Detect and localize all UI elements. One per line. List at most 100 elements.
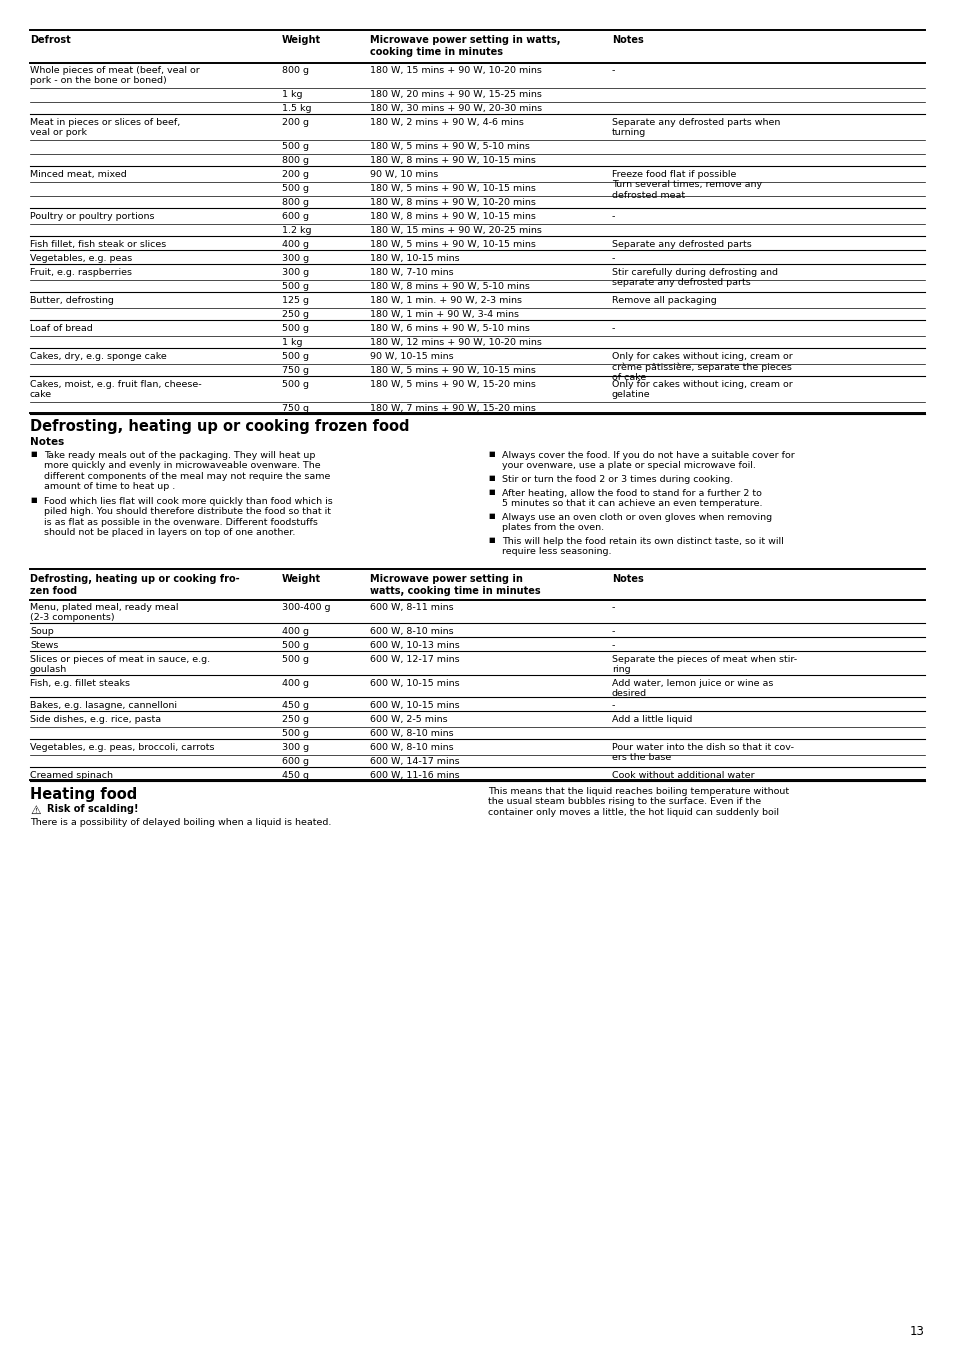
Text: Add water, lemon juice or wine as
desired: Add water, lemon juice or wine as desire… — [612, 679, 773, 698]
Text: 125 g: 125 g — [282, 296, 309, 305]
Text: This will help the food retain its own distinct taste, so it will
require less s: This will help the food retain its own d… — [501, 537, 783, 556]
Text: 500 g: 500 g — [282, 184, 309, 193]
Text: ■: ■ — [488, 451, 494, 458]
Text: 180 W, 6 mins + 90 W, 5-10 mins: 180 W, 6 mins + 90 W, 5-10 mins — [370, 324, 529, 333]
Text: There is a possibility of delayed boiling when a liquid is heated.: There is a possibility of delayed boilin… — [30, 818, 331, 828]
Text: ■: ■ — [488, 537, 494, 543]
Text: 200 g: 200 g — [282, 170, 309, 180]
Text: Slices or pieces of meat in sauce, e.g.
goulash: Slices or pieces of meat in sauce, e.g. … — [30, 655, 210, 675]
Text: Pour water into the dish so that it cov-
ers the base: Pour water into the dish so that it cov-… — [612, 743, 793, 763]
Text: Freeze food flat if possible
Turn several times, remove any
defrosted meat: Freeze food flat if possible Turn severa… — [612, 170, 761, 200]
Text: 500 g: 500 g — [282, 142, 309, 151]
Text: 90 W, 10 mins: 90 W, 10 mins — [370, 170, 437, 180]
Text: Food which lies flat will cook more quickly than food which is
piled high. You s: Food which lies flat will cook more quic… — [44, 497, 333, 537]
Text: Remove all packaging: Remove all packaging — [612, 296, 716, 305]
Text: 180 W, 8 mins + 90 W, 10-15 mins: 180 W, 8 mins + 90 W, 10-15 mins — [370, 212, 536, 221]
Text: 180 W, 8 mins + 90 W, 10-15 mins: 180 W, 8 mins + 90 W, 10-15 mins — [370, 157, 536, 165]
Text: 250 g: 250 g — [282, 716, 309, 724]
Text: Separate any defrosted parts when
turning: Separate any defrosted parts when turnin… — [612, 117, 780, 138]
Text: Notes: Notes — [612, 35, 643, 45]
Text: 1.5 kg: 1.5 kg — [282, 104, 312, 113]
Text: 500 g: 500 g — [282, 324, 309, 333]
Text: Microwave power setting in
watts, cooking time in minutes: Microwave power setting in watts, cookin… — [370, 574, 540, 595]
Text: -: - — [612, 254, 615, 263]
Text: 500 g: 500 g — [282, 641, 309, 649]
Text: Defrosting, heating up or cooking fro-
zen food: Defrosting, heating up or cooking fro- z… — [30, 574, 239, 595]
Text: 1.2 kg: 1.2 kg — [282, 225, 312, 235]
Text: 400 g: 400 g — [282, 240, 309, 248]
Text: Always use an oven cloth or oven gloves when removing
plates from the oven.: Always use an oven cloth or oven gloves … — [501, 513, 771, 532]
Text: 90 W, 10-15 mins: 90 W, 10-15 mins — [370, 352, 453, 360]
Text: 600 g: 600 g — [282, 212, 309, 221]
Text: Fish, e.g. fillet steaks: Fish, e.g. fillet steaks — [30, 679, 130, 688]
Text: 180 W, 5 mins + 90 W, 15-20 mins: 180 W, 5 mins + 90 W, 15-20 mins — [370, 379, 536, 389]
Text: 180 W, 8 mins + 90 W, 5-10 mins: 180 W, 8 mins + 90 W, 5-10 mins — [370, 282, 529, 292]
Text: 800 g: 800 g — [282, 198, 309, 207]
Text: Notes: Notes — [30, 437, 64, 447]
Text: Always cover the food. If you do not have a suitable cover for
your ovenware, us: Always cover the food. If you do not hav… — [501, 451, 794, 470]
Text: Vegetables, e.g. peas: Vegetables, e.g. peas — [30, 254, 132, 263]
Text: 180 W, 5 mins + 90 W, 10-15 mins: 180 W, 5 mins + 90 W, 10-15 mins — [370, 240, 536, 248]
Text: 500 g: 500 g — [282, 352, 309, 360]
Text: 300 g: 300 g — [282, 743, 309, 752]
Text: Bakes, e.g. lasagne, cannelloni: Bakes, e.g. lasagne, cannelloni — [30, 701, 177, 710]
Text: 300-400 g: 300-400 g — [282, 603, 330, 612]
Text: -: - — [612, 212, 615, 221]
Text: 750 g: 750 g — [282, 366, 309, 375]
Text: 200 g: 200 g — [282, 117, 309, 127]
Text: Add a little liquid: Add a little liquid — [612, 716, 692, 724]
Text: Weight: Weight — [282, 35, 321, 45]
Text: 180 W, 8 mins + 90 W, 10-20 mins: 180 W, 8 mins + 90 W, 10-20 mins — [370, 198, 536, 207]
Text: 180 W, 20 mins + 90 W, 15-25 mins: 180 W, 20 mins + 90 W, 15-25 mins — [370, 90, 541, 99]
Text: 1 kg: 1 kg — [282, 338, 302, 347]
Text: 450 g: 450 g — [282, 701, 309, 710]
Text: Take ready meals out of the packaging. They will heat up
more quickly and evenly: Take ready meals out of the packaging. T… — [44, 451, 330, 491]
Text: 600 W, 12-17 mins: 600 W, 12-17 mins — [370, 655, 459, 664]
Text: Side dishes, e.g. rice, pasta: Side dishes, e.g. rice, pasta — [30, 716, 161, 724]
Text: 180 W, 12 mins + 90 W, 10-20 mins: 180 W, 12 mins + 90 W, 10-20 mins — [370, 338, 541, 347]
Text: 400 g: 400 g — [282, 679, 309, 688]
Text: 800 g: 800 g — [282, 157, 309, 165]
Text: Fruit, e.g. raspberries: Fruit, e.g. raspberries — [30, 269, 132, 277]
Text: 500 g: 500 g — [282, 729, 309, 738]
Text: -: - — [612, 626, 615, 636]
Text: Vegetables, e.g. peas, broccoli, carrots: Vegetables, e.g. peas, broccoli, carrots — [30, 743, 214, 752]
Text: 180 W, 5 mins + 90 W, 10-15 mins: 180 W, 5 mins + 90 W, 10-15 mins — [370, 366, 536, 375]
Text: 250 g: 250 g — [282, 310, 309, 319]
Text: 180 W, 10-15 mins: 180 W, 10-15 mins — [370, 254, 459, 263]
Text: Poultry or poultry portions: Poultry or poultry portions — [30, 212, 154, 221]
Text: Whole pieces of meat (beef, veal or
pork - on the bone or boned): Whole pieces of meat (beef, veal or pork… — [30, 66, 199, 85]
Text: 180 W, 1 min. + 90 W, 2-3 mins: 180 W, 1 min. + 90 W, 2-3 mins — [370, 296, 521, 305]
Text: 300 g: 300 g — [282, 254, 309, 263]
Text: After heating, allow the food to stand for a further 2 to
5 minutes so that it c: After heating, allow the food to stand f… — [501, 489, 761, 509]
Text: 180 W, 7 mins + 90 W, 15-20 mins: 180 W, 7 mins + 90 W, 15-20 mins — [370, 404, 536, 413]
Text: 600 W, 8-11 mins: 600 W, 8-11 mins — [370, 603, 453, 612]
Text: Stir carefully during defrosting and
separate any defrosted parts: Stir carefully during defrosting and sep… — [612, 269, 778, 288]
Text: 600 W, 10-15 mins: 600 W, 10-15 mins — [370, 701, 459, 710]
Text: 400 g: 400 g — [282, 626, 309, 636]
Text: 800 g: 800 g — [282, 66, 309, 76]
Text: 300 g: 300 g — [282, 269, 309, 277]
Text: 180 W, 5 mins + 90 W, 10-15 mins: 180 W, 5 mins + 90 W, 10-15 mins — [370, 184, 536, 193]
Text: ■: ■ — [488, 489, 494, 495]
Text: 600 W, 8-10 mins: 600 W, 8-10 mins — [370, 626, 453, 636]
Text: Minced meat, mixed: Minced meat, mixed — [30, 170, 127, 180]
Text: 13: 13 — [909, 1324, 924, 1338]
Text: -: - — [612, 603, 615, 612]
Text: 180 W, 30 mins + 90 W, 20-30 mins: 180 W, 30 mins + 90 W, 20-30 mins — [370, 104, 541, 113]
Text: 600 W, 11-16 mins: 600 W, 11-16 mins — [370, 771, 459, 780]
Text: Meat in pieces or slices of beef,
veal or pork: Meat in pieces or slices of beef, veal o… — [30, 117, 180, 138]
Text: Cook without additional water: Cook without additional water — [612, 771, 754, 780]
Text: Cakes, moist, e.g. fruit flan, cheese-
cake: Cakes, moist, e.g. fruit flan, cheese- c… — [30, 379, 201, 400]
Text: ■: ■ — [30, 497, 36, 504]
Text: This means that the liquid reaches boiling temperature without
the usual steam b: This means that the liquid reaches boili… — [488, 787, 788, 817]
Text: 600 W, 14-17 mins: 600 W, 14-17 mins — [370, 757, 459, 765]
Text: 180 W, 1 min + 90 W, 3-4 mins: 180 W, 1 min + 90 W, 3-4 mins — [370, 310, 518, 319]
Text: 450 g: 450 g — [282, 771, 309, 780]
Text: 600 W, 2-5 mins: 600 W, 2-5 mins — [370, 716, 447, 724]
Text: 500 g: 500 g — [282, 655, 309, 664]
Text: 1 kg: 1 kg — [282, 90, 302, 99]
Text: 180 W, 15 mins + 90 W, 20-25 mins: 180 W, 15 mins + 90 W, 20-25 mins — [370, 225, 541, 235]
Text: Only for cakes without icing, cream or
gelatine: Only for cakes without icing, cream or g… — [612, 379, 792, 400]
Text: Stir or turn the food 2 or 3 times during cooking.: Stir or turn the food 2 or 3 times durin… — [501, 475, 732, 485]
